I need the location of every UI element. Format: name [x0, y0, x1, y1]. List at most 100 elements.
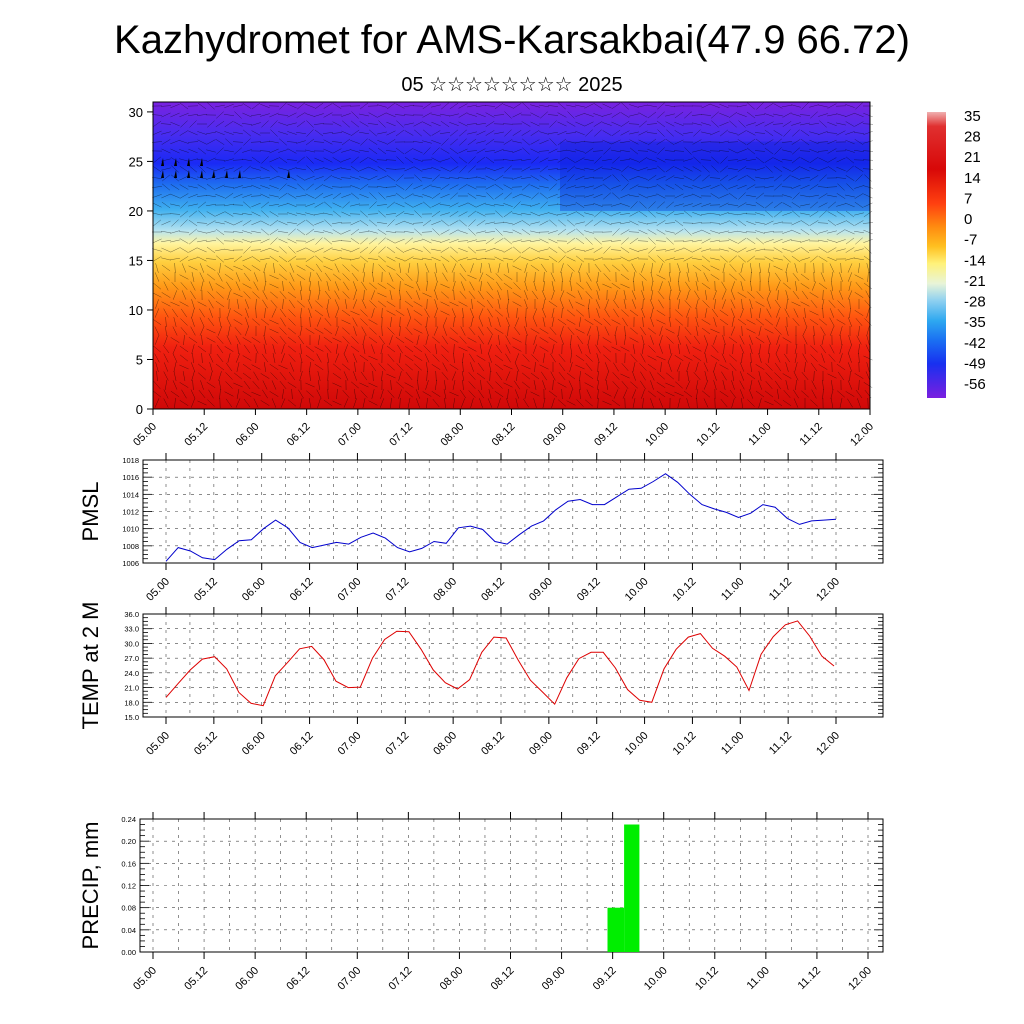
- wind-barb: [278, 220, 288, 226]
- wind-barb: [327, 353, 329, 363]
- wind-barb: [802, 326, 808, 336]
- wind-barb: [567, 174, 575, 182]
- wind-barb: [811, 281, 817, 291]
- wind-barb: [431, 202, 441, 208]
- wind-barb: [269, 194, 279, 198]
- wind-barb: [260, 228, 270, 236]
- wind-barb: [865, 371, 871, 381]
- wind-barb: [720, 255, 728, 263]
- wind-barb: [548, 212, 558, 216]
- wind-barb: [422, 194, 432, 198]
- wind-barb: [215, 167, 225, 171]
- wind-barb: [217, 326, 223, 336]
- wind-barb: [206, 203, 216, 207]
- wind-barb: [800, 184, 810, 190]
- wind-barb: [584, 113, 594, 117]
- wind-barb: [179, 400, 189, 406]
- wind-barb: [286, 141, 298, 143]
- wind-barb: [593, 103, 603, 109]
- wind-barb: [163, 353, 169, 363]
- wind-barb: [547, 105, 559, 107]
- wind-barb: [530, 328, 540, 334]
- wind-barb: [495, 273, 503, 281]
- wind-barb: [380, 389, 384, 399]
- wind-barb: [359, 219, 369, 227]
- wind-barb: [395, 310, 405, 316]
- wind-barb: [377, 112, 387, 118]
- wind-barb: [561, 271, 563, 283]
- wind-barb: [746, 130, 756, 136]
- wind-barb: [178, 231, 190, 233]
- wind-barb: [376, 222, 388, 224]
- wind-barb: [467, 131, 477, 135]
- wind-barb: [596, 308, 600, 318]
- wind-barb: [804, 307, 806, 319]
- wind-barb: [422, 112, 432, 118]
- wind-barb: [476, 112, 486, 118]
- wind-barb: [179, 112, 189, 118]
- wind-barb: [521, 212, 531, 216]
- wind-barb: [296, 228, 306, 236]
- wind-barb: [827, 113, 837, 117]
- wind-barb: [863, 382, 873, 388]
- wind-barb: [242, 129, 252, 137]
- wind-barb: [863, 131, 873, 135]
- wind-barb: [350, 310, 360, 316]
- wind-barb: [170, 112, 180, 118]
- wind-barb: [530, 211, 540, 217]
- wind-barb: [260, 103, 270, 109]
- wind-barb: [163, 389, 169, 399]
- wind-barb: [459, 129, 467, 137]
- wind-barb: [218, 380, 222, 390]
- wind-barb: [739, 371, 745, 381]
- wind-barb: [468, 372, 476, 380]
- wind-barb: [848, 335, 852, 345]
- wind-barb: [234, 326, 242, 336]
- wind-barb: [206, 265, 216, 271]
- wind-barb: [683, 390, 693, 398]
- wind-barb: [693, 129, 701, 137]
- wind-barb: [251, 184, 261, 190]
- wind-barb: [809, 175, 819, 181]
- wind-barb: [503, 257, 513, 261]
- wind-barb: [520, 177, 532, 179]
- wind-barb: [270, 291, 278, 299]
- wind-barb: [800, 138, 810, 146]
- wind-barb: [575, 237, 585, 245]
- wind-barb: [808, 249, 820, 251]
- wind-barb: [493, 204, 505, 206]
- wind-barb: [854, 166, 864, 172]
- wind-barb: [422, 167, 432, 171]
- wind-barb: [773, 257, 783, 261]
- wind-barb: [305, 193, 315, 199]
- wind-barb: [269, 255, 279, 263]
- wind-barb: [584, 248, 594, 252]
- wind-barb: [575, 202, 585, 208]
- wind-barb: [494, 167, 504, 171]
- wind-barb: [287, 255, 297, 263]
- y-tick-label: 15.0: [124, 713, 139, 722]
- wind-barb: [746, 237, 756, 245]
- precip-bar: [607, 907, 625, 952]
- wind-barb: [737, 247, 747, 253]
- wind-barb: [417, 370, 419, 382]
- wind-barb: [524, 272, 528, 282]
- wind-barb: [657, 201, 665, 209]
- wind-barb: [819, 344, 827, 354]
- wind-barb: [847, 263, 853, 273]
- wind-barb: [764, 121, 774, 127]
- wind-barb: [494, 192, 504, 200]
- wind-barb: [494, 390, 504, 398]
- wind-barb: [170, 121, 180, 127]
- x-tick-label: 11.12: [796, 965, 823, 992]
- wind-barb: [731, 380, 735, 390]
- wind-barb: [773, 399, 783, 407]
- wind-barb: [746, 138, 756, 146]
- wind-barb: [262, 380, 268, 390]
- wind-barb: [332, 176, 342, 180]
- wind-barb: [683, 210, 693, 218]
- wind-barb: [341, 319, 351, 325]
- wind-barb: [369, 201, 377, 209]
- wind-barb: [557, 228, 567, 236]
- wind-barb: [524, 290, 528, 300]
